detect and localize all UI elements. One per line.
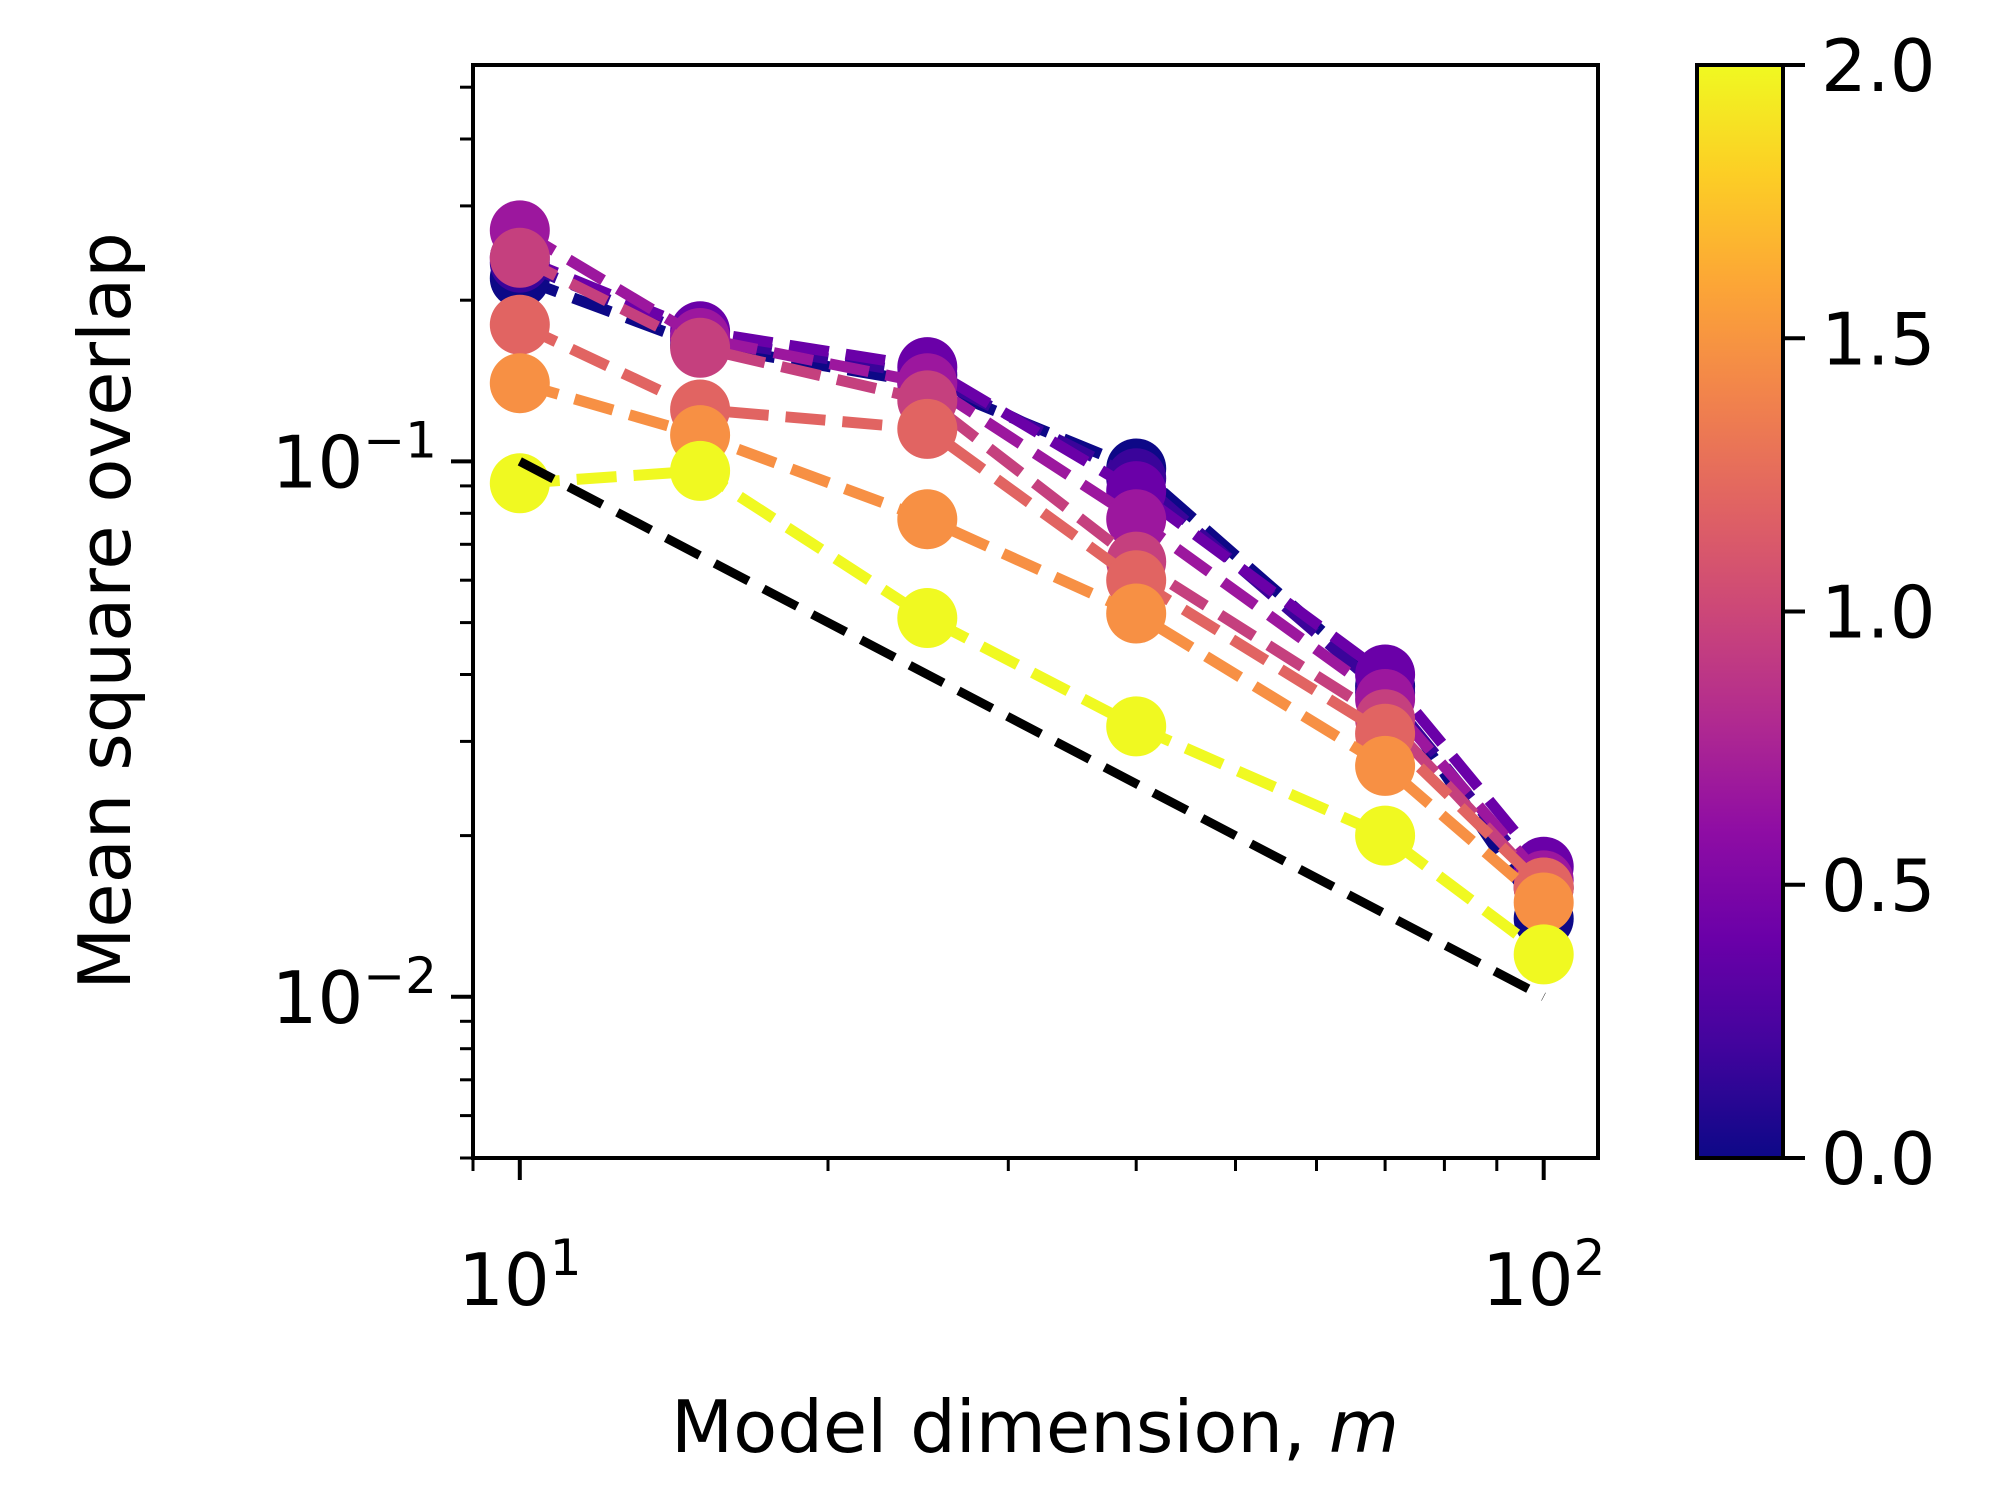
series-7-point-3 (1106, 696, 1167, 757)
colorbar-ticks: 0.0 0.5 1.0 1.5 2.0 (1783, 24, 1936, 1201)
x-axis-label: Model dimension, m (671, 1385, 1399, 1469)
series-7-line (519, 465, 1547, 959)
y-tick-base: 10 (272, 956, 364, 1040)
series-7-point-2 (897, 588, 958, 648)
colorbar-tick-label-3: 1.5 (1821, 297, 1936, 381)
x-axis-ticks: 101 102 (458, 1158, 1605, 1322)
series-4-point-1 (670, 317, 731, 378)
series-6 (489, 353, 1574, 933)
x-axis-label-text: Model dimension, (671, 1385, 1329, 1469)
x-tick-base: 10 (1482, 1238, 1574, 1322)
series-6-point-0 (489, 353, 550, 414)
series-3 (489, 200, 1574, 911)
x-tick-exponent: 2 (1574, 1229, 1606, 1287)
series-5-point-2 (897, 398, 958, 459)
x-tick-exponent: 1 (550, 1229, 582, 1287)
colorbar (1695, 63, 1785, 1160)
series-6-point-3 (1106, 583, 1167, 644)
series-3-point-3 (1106, 489, 1167, 550)
y-tick-exponent: −2 (363, 947, 437, 1005)
y-tick-label-0: 10−1 (272, 411, 437, 504)
y-axis-label: Mean square overlap (63, 232, 147, 990)
colorbar-tick-label-4: 2.0 (1821, 24, 1936, 108)
series-7-point-5 (1513, 924, 1574, 985)
reference-layer (517, 457, 1546, 1001)
series-6-point-5 (1513, 872, 1574, 933)
series-layer (489, 200, 1574, 985)
plot-frame (471, 63, 1600, 1160)
y-tick-exponent: −1 (363, 411, 437, 469)
colorbar-tick-label-1: 0.5 (1821, 844, 1936, 928)
y-tick-label-1: 10−2 (272, 947, 437, 1040)
reference-line (517, 457, 1546, 1001)
y-tick-base: 10 (272, 420, 364, 504)
x-tick-label-0: 101 (458, 1229, 581, 1322)
series-6-point-2 (897, 489, 958, 550)
series-7 (489, 440, 1574, 985)
series-7-point-1 (670, 440, 731, 501)
series-5-point-0 (489, 294, 550, 355)
x-tick-base: 10 (458, 1238, 550, 1322)
colorbar-tick-label-2: 1.0 (1821, 571, 1936, 655)
y-axis-ticks: 10−110−2 (272, 85, 473, 1160)
x-axis-label-variable: m (1329, 1385, 1399, 1469)
series-2-line (517, 252, 1548, 871)
series-6-line (518, 377, 1548, 907)
series-6-point-4 (1355, 735, 1416, 796)
x-tick-label-1: 102 (1482, 1229, 1605, 1322)
series-4-point-0 (489, 227, 550, 288)
colorbar-tick-label-0: 0.0 (1821, 1117, 1936, 1201)
series-1 (489, 232, 1574, 918)
series-7-point-4 (1355, 805, 1416, 866)
